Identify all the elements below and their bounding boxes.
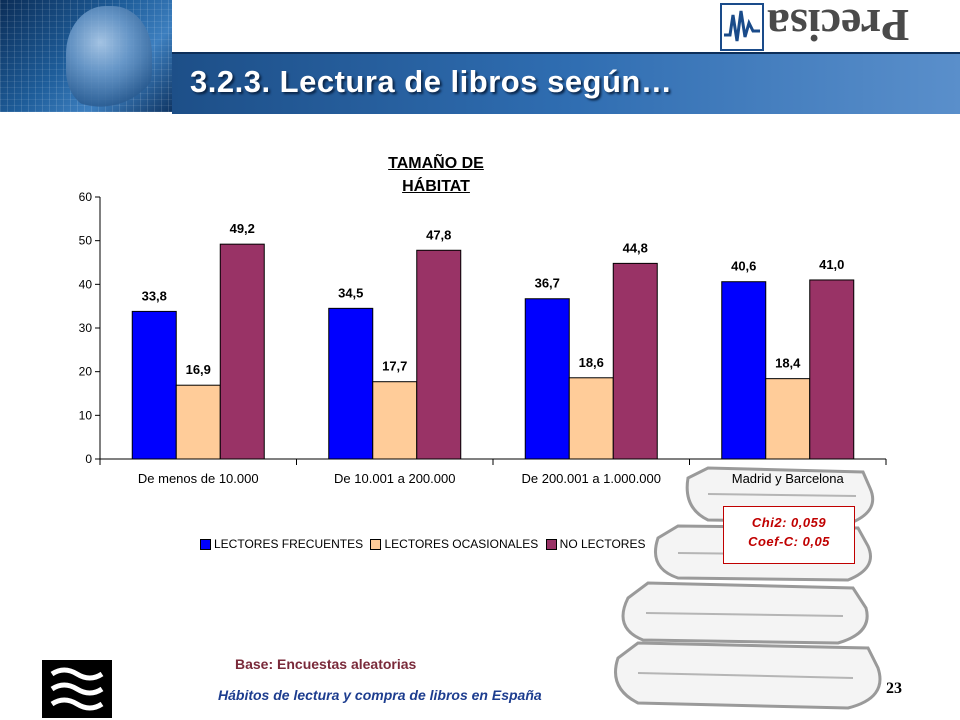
logo-mark-icon	[720, 3, 764, 51]
legend-label-no-lectores: NO LECTORES	[559, 537, 646, 551]
y-tick-label: 50	[79, 234, 93, 248]
legend-label-ocasionales: LECTORES OCASIONALES	[384, 537, 539, 551]
data-label: 18,4	[775, 356, 801, 371]
data-label: 17,7	[382, 359, 407, 374]
bar-chart: 0 10 20 30 40 50 60 De menos de 10.000 33,8 16,9 4…	[79, 190, 887, 486]
chart-title-line2: HÁBITAT	[402, 178, 470, 195]
legend-item-ocasionales: LECTORES OCASIONALES	[370, 537, 538, 551]
y-tick-label: 20	[79, 365, 93, 379]
chart-title-line1: TAMAÑO DE	[388, 155, 484, 172]
bar	[131, 310, 177, 460]
bar	[721, 281, 767, 460]
legend-swatch-no-lectores	[545, 539, 557, 551]
coef-value: Coef-C: 0,05	[748, 534, 830, 549]
data-label: 47,8	[426, 227, 451, 242]
data-label: 18,6	[579, 355, 604, 370]
y-tick-label: 30	[79, 321, 93, 335]
precisa-logo: Precisa	[717, 0, 949, 51]
legend-item-frecuentes: LECTORES FRECUENTES	[200, 537, 363, 551]
footer-text: Hábitos de lectura y compra de libros en…	[218, 687, 542, 703]
bar	[416, 249, 462, 460]
data-label: 41,0	[819, 257, 844, 272]
legend-label-frecuentes: LECTORES FRECUENTES	[214, 537, 364, 551]
chart-title: TAMAÑO DE HÁBITAT	[346, 152, 526, 198]
bar	[328, 307, 374, 460]
x-tick-label: De menos de 10.000	[138, 471, 259, 486]
base-note: Base: Encuestas aleatorias	[235, 656, 417, 672]
chi2-value: Chi2: 0,059	[751, 515, 827, 530]
legend-item-no-lectores: NO LECTORES	[545, 537, 646, 551]
y-tick-label: 40	[79, 277, 93, 291]
y-tick-label: 0	[85, 452, 92, 466]
data-label: 36,7	[535, 276, 560, 291]
x-tick-label: De 10.001 a 200.000	[334, 471, 455, 486]
bar	[524, 298, 570, 460]
header-image	[0, 0, 172, 112]
x-tick-label: De 200.001 a 1.000.000	[521, 471, 661, 486]
legend-swatch-ocasionales	[370, 539, 382, 551]
bar	[568, 377, 614, 460]
bottom-logo-icon	[42, 660, 112, 718]
bar	[765, 378, 811, 460]
y-tick-label: 60	[79, 190, 93, 204]
title-bar	[172, 52, 960, 114]
data-label: 34,5	[338, 285, 363, 300]
data-label: 44,8	[623, 240, 648, 255]
bar	[175, 384, 221, 460]
data-label: 40,6	[731, 259, 756, 274]
page-number: 23	[886, 680, 902, 697]
data-label: 16,9	[186, 362, 211, 377]
data-label: 49,2	[230, 221, 255, 236]
legend-swatch-frecuentes	[200, 539, 211, 551]
data-label: 33,8	[142, 288, 167, 303]
page-title: 3.2.3. Lectura de libros según…	[190, 64, 673, 99]
stats-box: Chi2: 0,059 Coef-C: 0,05	[723, 506, 855, 564]
y-tick-label: 10	[79, 408, 93, 422]
logo-text: Precisa	[767, 0, 910, 51]
bar	[809, 279, 855, 460]
bar	[372, 381, 418, 460]
chart-legend: LECTORES FRECUENTES LECTORES OCASIONALES…	[200, 537, 649, 551]
bar	[612, 262, 658, 460]
x-tick-label: Madrid y Barcelona	[732, 471, 845, 486]
bar	[219, 243, 265, 460]
